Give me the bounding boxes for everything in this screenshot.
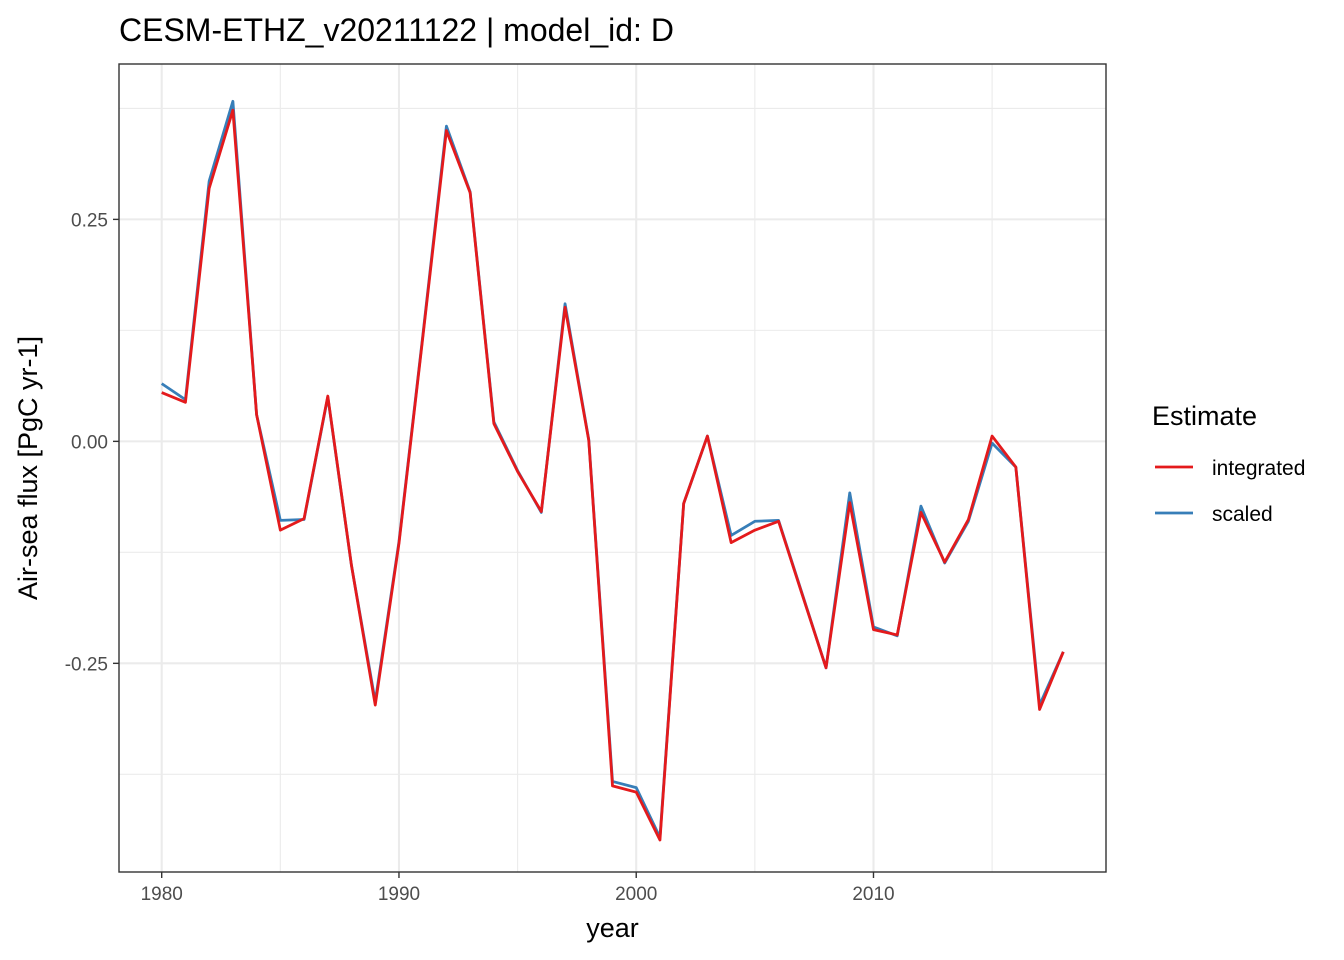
x-axis-title: year [586, 913, 639, 943]
x-tick-label: 2000 [615, 884, 657, 905]
series-lines [160, 99, 1065, 842]
series-line-integrated [161, 108, 1065, 842]
series-line-scaled [160, 99, 1065, 839]
major-gridlines [119, 64, 1106, 872]
legend-label-integrated: integrated [1212, 457, 1305, 480]
y-tick-label: -0.25 [65, 654, 108, 675]
y-axis-title: Air-sea flux [PgC yr-1] [13, 336, 43, 600]
legend-title: Estimate [1152, 401, 1257, 431]
chart-title: CESM-ETHZ_v20211122 | model_id: D [119, 12, 674, 48]
legend: Estimate integrated scaled [1152, 401, 1305, 526]
plot-panel-border [118, 63, 1107, 873]
y-tick-label: 0.00 [71, 432, 108, 453]
x-axis: 1980 1990 2000 2010 [141, 872, 895, 905]
x-tick-label: 1980 [141, 884, 183, 905]
y-tick-label: 0.25 [71, 210, 108, 231]
x-tick-label: 1990 [378, 884, 420, 905]
y-axis: -0.25 0.00 0.25 [65, 210, 119, 675]
legend-label-scaled: scaled [1212, 503, 1273, 526]
x-tick-label: 2010 [852, 884, 894, 905]
